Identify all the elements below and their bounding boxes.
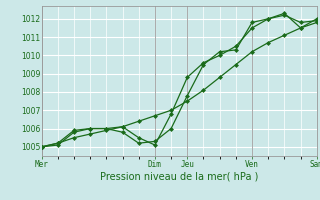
X-axis label: Pression niveau de la mer( hPa ): Pression niveau de la mer( hPa ) xyxy=(100,172,258,182)
